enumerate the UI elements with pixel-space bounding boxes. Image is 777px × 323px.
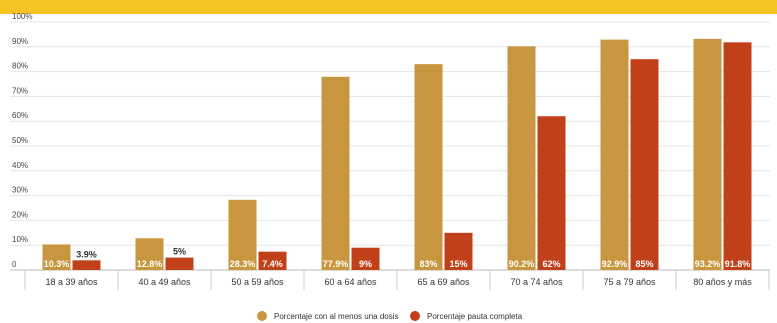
data-label: 85%	[635, 259, 653, 269]
bar	[72, 260, 101, 270]
y-axis: 0 10% 20% 30% 40% 50% 60% 70% 80% 90% 100%	[12, 12, 32, 269]
data-label: 83%	[419, 259, 437, 269]
y-tick-label: 50%	[12, 136, 28, 145]
y-tick-label: 80%	[12, 62, 28, 71]
data-label: 91.8%	[725, 259, 751, 269]
legend: Porcentaje con al menos una dosis Porcent…	[257, 311, 523, 321]
bar	[42, 244, 71, 270]
x-tick-label: 75 a 79 años	[603, 277, 656, 287]
legend-marker	[410, 311, 420, 321]
bar	[537, 116, 566, 271]
x-tick-label: 65 a 69 años	[417, 277, 470, 287]
bar	[507, 46, 536, 270]
x-tick-label: 18 a 39 años	[45, 277, 98, 287]
data-label: 3.9%	[76, 249, 97, 259]
bar	[414, 64, 443, 270]
bar	[630, 59, 659, 271]
y-tick-label: 40%	[12, 161, 28, 170]
x-tick-label: 40 a 49 años	[138, 277, 191, 287]
x-tick-label: 60 a 64 años	[324, 277, 377, 287]
bar	[321, 76, 350, 270]
data-label: 92.9%	[602, 259, 628, 269]
title-bar	[0, 0, 777, 14]
bar	[258, 251, 287, 270]
data-label: 7.4%	[262, 259, 283, 269]
y-tick-label: 100%	[12, 12, 32, 21]
bars: 10.3% 3.9% 12.8% 5% 28.3% 7.4% 77.9% 9% 83% 15% 90…	[42, 38, 752, 271]
data-label: 15%	[449, 259, 467, 269]
legend-label: Porcentaje con al menos una dosis	[274, 312, 399, 321]
x-tick-label: 70 a 74 años	[510, 277, 563, 287]
data-label: 90.2%	[509, 259, 535, 269]
bar	[444, 232, 473, 270]
bar	[600, 39, 629, 270]
x-axis: 18 a 39 años 40 a 49 años 50 a 59 años 60 a…	[24, 270, 770, 290]
bar	[693, 38, 722, 270]
data-label: 28.3%	[230, 259, 256, 269]
y-tick-label: 10%	[12, 235, 28, 244]
y-tick-label: 90%	[12, 37, 28, 46]
y-tick-label: 60%	[12, 111, 28, 120]
x-tick-label: 80 años y más	[693, 277, 752, 287]
bar	[135, 238, 164, 270]
data-label: 62%	[542, 259, 560, 269]
y-tick-label: 0	[12, 260, 17, 269]
data-label: 12.8%	[137, 259, 163, 269]
data-label: 5%	[173, 247, 186, 257]
data-label: 10.3%	[44, 259, 70, 269]
bar	[351, 247, 380, 270]
legend-marker	[257, 311, 267, 321]
bar	[228, 199, 257, 270]
data-label: 9%	[359, 259, 372, 269]
data-label: 77.9%	[323, 259, 349, 269]
data-label: 93.2%	[695, 259, 721, 269]
y-tick-label: 70%	[12, 86, 28, 95]
y-tick-label: 20%	[12, 210, 28, 219]
y-tick-label: 30%	[12, 186, 28, 195]
x-tick-label: 50 a 59 años	[231, 277, 284, 287]
bar	[165, 257, 194, 270]
legend-label: Porcentaje pauta completa	[427, 312, 523, 321]
bar	[723, 42, 752, 270]
